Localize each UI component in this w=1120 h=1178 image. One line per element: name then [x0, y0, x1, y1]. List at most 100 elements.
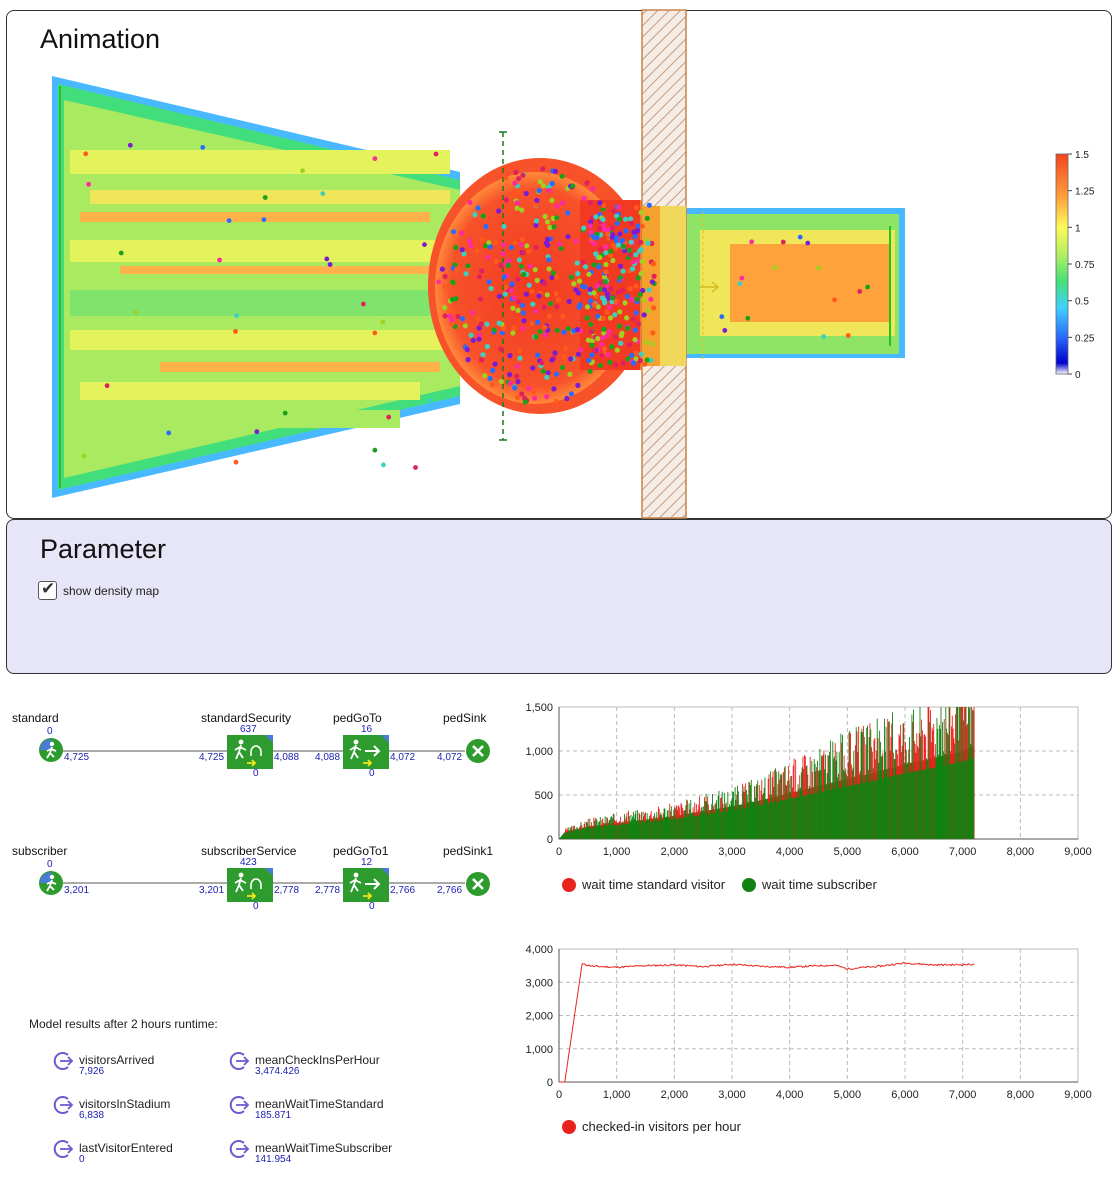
variable-icon[interactable]	[52, 1094, 74, 1114]
pedestrian-dot	[492, 361, 498, 367]
pedestrian-dot	[482, 373, 488, 379]
pedestrian-dot	[593, 214, 599, 220]
pedestrian-dot	[737, 281, 743, 286]
pedestrian-dot	[586, 271, 592, 277]
pedestrian-dot	[499, 330, 505, 336]
pedestrian-dot	[603, 244, 609, 250]
pedestrian-dot	[520, 310, 527, 316]
pedestrian-dot	[592, 347, 598, 354]
ped-goto-icon[interactable]	[343, 735, 389, 769]
pedestrian-dot	[486, 240, 492, 246]
pedestrian-dot	[651, 305, 657, 311]
variable-icon[interactable]	[228, 1138, 250, 1158]
pedestrian-dot	[640, 287, 646, 294]
goto-queue-count: 16	[361, 724, 373, 735]
density-streaks	[70, 150, 450, 428]
x-tick-label: 2,000	[661, 846, 689, 858]
pedestrian-dot	[479, 357, 485, 363]
goto-label: pedGoTo	[333, 711, 382, 725]
colorbar-tick-label: 0.25	[1075, 333, 1095, 344]
x-tick-label: 8,000	[1007, 1089, 1035, 1101]
pedestrian-dot	[480, 213, 486, 219]
y-tick-label: 500	[535, 790, 553, 802]
pedestrian-dot	[479, 268, 485, 274]
pedestrian-dot	[493, 258, 500, 264]
pedestrian-dot	[616, 323, 623, 329]
pedestrian-source-icon[interactable]	[38, 870, 64, 896]
pedestrian-dot	[573, 238, 579, 244]
pedestrian-dot	[372, 330, 378, 336]
pedestrian-dot	[575, 382, 581, 388]
pedestrian-dot	[449, 308, 455, 314]
pedestrian-dot	[486, 279, 492, 285]
pedestrian-dot	[530, 301, 536, 307]
pedestrian-source-icon[interactable]	[38, 737, 64, 763]
pedestrian-dot	[540, 166, 546, 172]
service-bottom-count: 0	[253, 768, 259, 779]
pedestrian-dot	[533, 244, 539, 250]
ped-goto-icon[interactable]	[343, 868, 389, 902]
pedestrian-dot	[104, 383, 110, 389]
animation-title: Animation	[40, 24, 161, 54]
ped-sink-icon[interactable]	[465, 738, 491, 764]
goto-label: pedGoTo1	[333, 844, 389, 858]
pedestrian-dot	[534, 277, 540, 283]
pedestrian-dot	[601, 287, 608, 293]
pedestrian-dot	[612, 334, 619, 340]
pedestrian-dot	[512, 240, 518, 246]
pedestrian-dot	[588, 321, 594, 327]
pedestrian-dot	[553, 291, 559, 297]
pedestrian-dot	[648, 357, 654, 363]
pedestrian-dot	[722, 328, 728, 333]
ped-service-icon[interactable]	[227, 868, 273, 902]
show-density-label[interactable]: show density map	[63, 584, 160, 598]
pedestrian-dot	[609, 295, 616, 301]
ped-sink-icon[interactable]	[465, 871, 491, 897]
pedestrian-dot	[608, 248, 614, 254]
source-label: subscriber	[12, 844, 68, 858]
variable-icon[interactable]	[228, 1094, 250, 1114]
pedestrian-dot	[606, 305, 612, 311]
sink-label: pedSink	[443, 711, 487, 725]
wait-time-chart: 0 1,000 2,000 3,000 4,000 5,000 6,000 7,000 8,00…	[525, 702, 1092, 892]
pedestrian-dot	[454, 267, 460, 273]
colorbar-tick-label: 1.5	[1075, 150, 1089, 161]
y-tick-label: 0	[547, 834, 553, 846]
variable-icon[interactable]	[52, 1138, 74, 1158]
pedestrian-dot	[845, 333, 851, 338]
pedestrian-dot	[609, 299, 615, 305]
pedestrian-dot	[488, 285, 494, 292]
show-density-checkbox[interactable]: ✔	[38, 579, 57, 600]
pedestrian-dot	[465, 263, 471, 269]
variable-value: 7,926	[79, 1066, 105, 1077]
pedestrian-dot	[501, 274, 507, 280]
legend-label: wait time standard visitor	[581, 877, 726, 892]
pedestrian-dot	[587, 286, 594, 292]
pedestrian-dot	[526, 385, 532, 392]
pedestrian-dot	[513, 169, 519, 175]
pedestrian-dot	[542, 213, 548, 219]
pedestrian-dot	[644, 357, 650, 363]
ped-service-icon[interactable]	[227, 735, 273, 769]
pedestrian-dot	[606, 328, 612, 335]
pedestrian-dot	[622, 300, 628, 306]
pedestrian-dot	[719, 314, 725, 320]
pedestrian-dot	[535, 319, 541, 325]
pedestrian-dot	[554, 303, 560, 310]
pedestrian-dot	[476, 336, 482, 342]
variable-icon[interactable]	[228, 1050, 250, 1070]
pedestrian-dot	[586, 357, 592, 363]
pedestrian-dot	[492, 240, 498, 246]
pedestrian-dot	[649, 279, 655, 285]
pedestrian-dot	[635, 223, 641, 229]
pedestrian-dot	[427, 398, 433, 404]
pedestrian-dot	[596, 225, 603, 232]
pedestrian-dot	[520, 325, 526, 332]
pedestrian-dot	[526, 282, 532, 288]
pedestrian-dot	[498, 346, 504, 352]
pedestrian-dot	[772, 265, 778, 270]
variable-icon[interactable]	[52, 1050, 74, 1070]
pedestrian-dot	[650, 341, 656, 347]
x-tick-label: 5,000	[834, 1089, 862, 1101]
pedestrian-dot	[372, 156, 378, 162]
